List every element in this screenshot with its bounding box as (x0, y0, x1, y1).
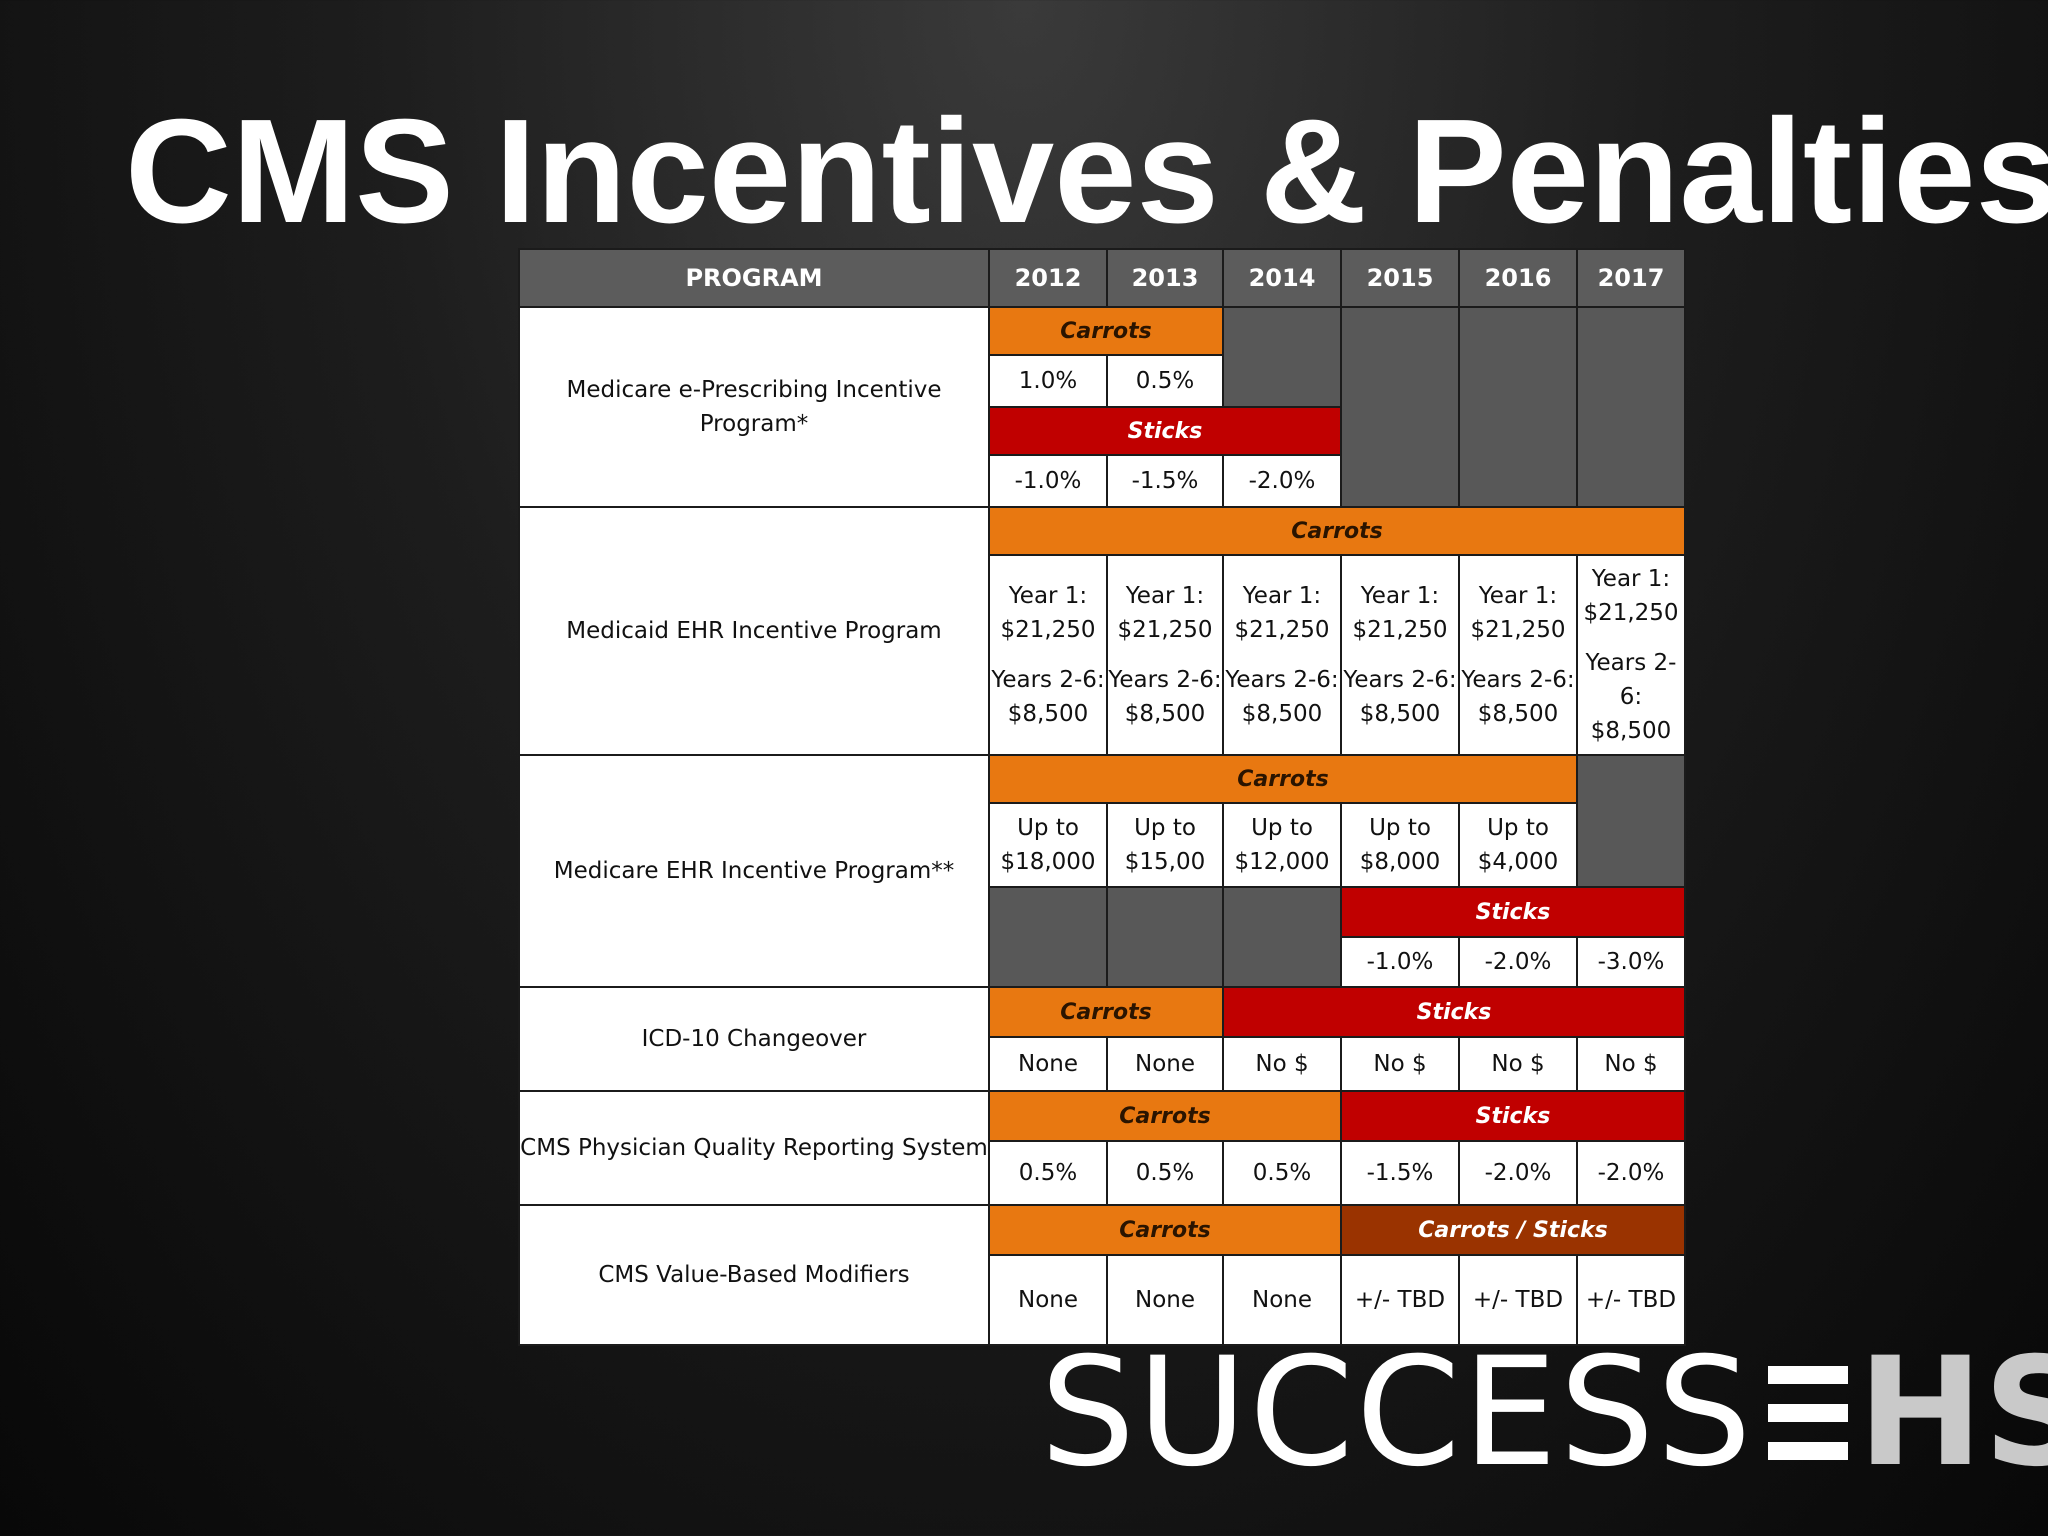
table-row: None None None +/- TBD +/- TBD +/- TBD (519, 1254, 1686, 1346)
value-cell: -3.0% (1576, 936, 1686, 988)
table-row: -1.0% -1.5% -2.0% (519, 454, 1685, 508)
value-cell: Up to $15,00 (1106, 802, 1224, 888)
sticks-label: Sticks (1340, 1090, 1686, 1142)
value-cell: None (1106, 1036, 1224, 1092)
value-cell: Year 1: $21,250 Years 2-6: $8,500 (1576, 554, 1686, 756)
program-name-medicaid-ehr: Medicaid EHR Incentive Program (518, 506, 990, 756)
empty-cell (1106, 886, 1224, 988)
sticks-label: Sticks (988, 406, 1342, 456)
value-cell: Year 1: $21,250 Years 2-6: $8,500 (1222, 554, 1342, 756)
empty-cell (1458, 306, 1578, 508)
table-row: Up to $18,000 Up to $15,00 Up to $12,000… (519, 802, 1685, 888)
table-row: 0.5% 0.5% 0.5% -1.5% -2.0% -2.0% (519, 1140, 1686, 1206)
value-cell: -2.0% (1458, 1140, 1578, 1206)
logo-e-icon (1767, 1358, 1848, 1468)
header-year: 2013 (1106, 248, 1224, 308)
header-year: 2012 (988, 248, 1108, 308)
successehs-logo: SUCCESS HS (1040, 1338, 2048, 1488)
value-cell: -1.5% (1340, 1140, 1460, 1206)
carrots-label: Carrots (988, 754, 1578, 804)
value-cell: 0.5% (988, 1140, 1108, 1206)
value-cell: 0.5% (1106, 354, 1224, 408)
empty-cell (1576, 306, 1686, 508)
header-program: PROGRAM (518, 248, 990, 308)
table-row: Medicaid EHR Incentive Program Carrots (518, 506, 1686, 756)
value-cell: Year 1: $21,250 Years 2-6: $8,500 (988, 554, 1108, 756)
table-row: Medicare e-Prescribing Incentive Program… (518, 306, 1686, 508)
carrots-label: Carrots (988, 1090, 1342, 1142)
empty-cell (1340, 306, 1460, 508)
incentives-table: PROGRAM 2012 2013 2014 2015 2016 2017 Me… (518, 248, 1686, 1346)
carrots-label: Carrots (988, 986, 1224, 1038)
value-cell: +/- TBD (1340, 1254, 1460, 1346)
value-cell: No $ (1222, 1036, 1342, 1092)
carrots-label: Carrots (988, 1204, 1342, 1256)
value-cell: No $ (1576, 1036, 1686, 1092)
table-row: Sticks (519, 406, 1685, 456)
program-name-icd10: ICD-10 Changeover (518, 986, 990, 1092)
carrots-label: Carrots (988, 306, 1224, 356)
carrots-label: Carrots (988, 506, 1686, 556)
page-title: CMS Incentives & Penalties (125, 89, 2048, 254)
value-cell: 0.5% (1106, 1140, 1224, 1206)
program-name-medicare-ehr: Medicare EHR Incentive Program** (518, 754, 990, 988)
program-name-pqrs: CMS Physician Quality Reporting System (518, 1090, 990, 1206)
value-cell: Year 1: $21,250 Years 2-6: $8,500 (1458, 554, 1578, 756)
empty-cell (1222, 886, 1342, 988)
empty-cell (988, 886, 1108, 988)
table-row: Medicare EHR Incentive Program** Carrots (518, 754, 1686, 988)
table-row: CMS Value-Based Modifiers Carrots Carrot… (518, 1204, 1686, 1346)
empty-cell (1222, 306, 1342, 408)
value-cell: 1.0% (988, 354, 1108, 408)
table-row: None None No $ No $ No $ No $ (519, 1036, 1686, 1092)
value-cell: Year 1: $21,250 Years 2-6: $8,500 (1340, 554, 1460, 756)
sticks-label: Sticks (1340, 886, 1686, 938)
value-cell: +/- TBD (1458, 1254, 1578, 1346)
value-cell: Up to $18,000 (988, 802, 1108, 888)
value-cell: 0.5% (1222, 1140, 1342, 1206)
value-cell: No $ (1340, 1036, 1460, 1092)
empty-cell (1576, 754, 1686, 888)
logo-ehs-text: HS (1857, 1326, 2048, 1500)
value-cell: -1.0% (1340, 936, 1460, 988)
table-row: Year 1: $21,250 Years 2-6: $8,500 Year 1:… (519, 554, 1686, 756)
table-row: Sticks (519, 886, 1686, 988)
program-name-eprescribing: Medicare e-Prescribing Incentive Program… (518, 306, 990, 508)
value-cell: None (988, 1036, 1108, 1092)
table-row: CMS Physician Quality Reporting System C… (518, 1090, 1686, 1206)
table-row: -1.0% -2.0% -3.0% (519, 936, 1686, 988)
value-cell: Up to $8,000 (1340, 802, 1460, 888)
table-row: 1.0% 0.5% (519, 354, 1685, 408)
value-cell: -2.0% (1222, 454, 1342, 508)
header-year: 2015 (1340, 248, 1460, 308)
value-cell: +/- TBD (1576, 1254, 1686, 1346)
program-name-vbm: CMS Value-Based Modifiers (518, 1204, 990, 1346)
header-year: 2016 (1458, 248, 1578, 308)
carrots-sticks-label: Carrots / Sticks (1340, 1204, 1686, 1256)
value-cell: No $ (1458, 1036, 1578, 1092)
value-cell: None (1222, 1254, 1342, 1346)
value-cell: Up to $12,000 (1222, 802, 1342, 888)
value-cell: -2.0% (1458, 936, 1578, 988)
value-cell: -2.0% (1576, 1140, 1686, 1206)
value-cell: -1.0% (988, 454, 1108, 508)
sticks-label: Sticks (1222, 986, 1686, 1038)
value-cell: Up to $4,000 (1458, 802, 1578, 888)
value-cell: Year 1: $21,250 Years 2-6: $8,500 (1106, 554, 1224, 756)
value-cell: None (988, 1254, 1108, 1346)
value-cell: None (1106, 1254, 1224, 1346)
logo-success-text: SUCCESS (1040, 1326, 1754, 1500)
table-row: ICD-10 Changeover Carrots Sticks (518, 986, 1686, 1092)
header-year: 2014 (1222, 248, 1342, 308)
table-header-row: PROGRAM 2012 2013 2014 2015 2016 2017 (518, 248, 1686, 308)
header-year: 2017 (1576, 248, 1686, 308)
value-cell: -1.5% (1106, 454, 1224, 508)
